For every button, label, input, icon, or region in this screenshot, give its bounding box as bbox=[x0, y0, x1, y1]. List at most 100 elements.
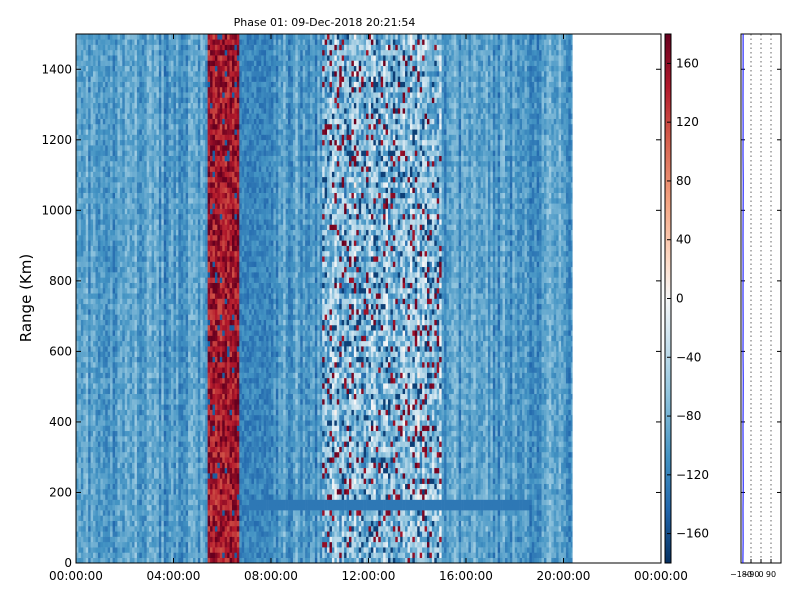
heatmap-cell bbox=[178, 129, 182, 135]
heatmap-cell bbox=[119, 488, 123, 495]
heatmap-cell bbox=[175, 108, 179, 114]
heatmap-cell bbox=[190, 55, 194, 61]
heatmap-cell bbox=[141, 467, 145, 474]
heatmap-cell bbox=[185, 319, 189, 326]
heatmap-cell bbox=[144, 145, 147, 151]
heatmap-cell bbox=[100, 383, 104, 389]
heatmap-cell bbox=[144, 49, 147, 56]
heatmap-cell bbox=[122, 446, 126, 453]
heatmap-cell bbox=[88, 282, 91, 289]
heatmap-cell bbox=[88, 176, 91, 183]
heatmap-cell bbox=[136, 229, 140, 236]
heatmap-cell bbox=[178, 256, 182, 262]
heatmap-cell bbox=[105, 102, 108, 109]
heatmap-cell bbox=[163, 478, 167, 484]
heatmap-cell bbox=[117, 266, 121, 273]
heatmap-cell bbox=[158, 536, 162, 543]
heatmap-cell bbox=[102, 250, 106, 257]
heatmap-cell bbox=[178, 499, 182, 506]
heatmap-cell bbox=[183, 256, 186, 262]
heatmap-cell bbox=[158, 414, 162, 421]
heatmap-cell bbox=[166, 176, 169, 183]
heatmap-cell bbox=[178, 65, 182, 72]
heatmap-cell bbox=[166, 208, 169, 215]
heatmap-cell bbox=[107, 76, 111, 82]
heatmap-cell bbox=[129, 457, 133, 463]
heatmap-cell bbox=[163, 494, 167, 500]
heatmap-cell bbox=[132, 298, 135, 305]
heatmap-cell bbox=[144, 298, 147, 305]
heatmap-cell bbox=[158, 399, 162, 405]
heatmap-cell bbox=[149, 446, 152, 453]
heatmap-cell bbox=[117, 499, 121, 506]
heatmap-cell bbox=[124, 552, 128, 559]
heatmap-cell bbox=[119, 541, 123, 548]
heatmap-cell bbox=[154, 102, 157, 109]
heatmap-cell bbox=[85, 150, 89, 156]
heatmap-cell bbox=[190, 187, 194, 193]
heatmap-cell bbox=[136, 515, 140, 521]
heatmap-cell bbox=[136, 145, 140, 151]
heatmap-cell bbox=[156, 462, 160, 469]
heatmap-cell bbox=[156, 55, 160, 61]
heatmap-cell bbox=[83, 49, 87, 56]
heatmap-cell bbox=[154, 372, 157, 379]
heatmap-cell bbox=[154, 520, 157, 527]
heatmap-cell bbox=[110, 531, 113, 537]
heatmap-cell bbox=[80, 277, 84, 283]
heatmap-cell bbox=[151, 166, 155, 172]
heatmap-cell bbox=[122, 404, 126, 410]
heatmap-cell bbox=[149, 108, 152, 114]
heatmap-cell bbox=[190, 515, 194, 521]
heatmap-cell bbox=[115, 494, 118, 500]
heatmap-cell bbox=[185, 494, 189, 500]
heatmap-cell bbox=[97, 340, 101, 347]
heatmap-cell bbox=[80, 118, 84, 125]
heatmap-cell bbox=[163, 393, 167, 400]
heatmap-cell bbox=[105, 224, 108, 231]
heatmap-cell bbox=[105, 319, 108, 326]
heatmap-cell bbox=[115, 49, 118, 56]
heatmap-cell bbox=[132, 34, 135, 40]
heatmap-cell bbox=[136, 457, 140, 463]
heatmap-cell bbox=[90, 499, 94, 506]
heatmap-cell bbox=[154, 351, 157, 357]
heatmap-cell bbox=[154, 541, 157, 548]
heatmap-cell bbox=[185, 182, 189, 188]
heatmap-cell bbox=[122, 118, 126, 125]
heatmap-cell bbox=[173, 213, 177, 220]
heatmap-cell bbox=[88, 71, 91, 77]
heatmap-cell bbox=[115, 219, 118, 225]
heatmap-cell bbox=[139, 383, 143, 389]
heatmap-cell bbox=[78, 39, 82, 45]
heatmap-cell bbox=[97, 483, 101, 490]
heatmap-cell bbox=[88, 197, 91, 204]
heatmap-cell bbox=[149, 97, 152, 104]
heatmap-cell bbox=[166, 393, 169, 400]
heatmap-cell bbox=[76, 76, 79, 82]
heatmap-cell bbox=[156, 436, 160, 442]
heatmap-cell bbox=[136, 494, 140, 500]
heatmap-cell bbox=[117, 92, 121, 98]
heatmap-cell bbox=[168, 510, 172, 516]
heatmap-cell bbox=[185, 446, 189, 453]
heatmap-cell bbox=[178, 536, 182, 543]
heatmap-cell bbox=[88, 383, 91, 389]
heatmap-cell bbox=[141, 541, 145, 548]
heatmap-cell bbox=[171, 436, 174, 442]
heatmap-cell bbox=[141, 49, 145, 56]
heatmap-cell bbox=[80, 171, 84, 178]
heatmap-cell bbox=[188, 436, 191, 442]
heatmap-cell bbox=[107, 65, 111, 72]
heatmap-cell bbox=[190, 160, 194, 167]
heatmap-cell bbox=[161, 229, 165, 236]
heatmap-cell bbox=[158, 81, 162, 88]
heatmap-cell bbox=[149, 309, 152, 315]
heatmap-cell bbox=[134, 65, 138, 72]
heatmap-cell bbox=[139, 547, 143, 553]
heatmap-cell bbox=[178, 303, 182, 310]
heatmap-cell bbox=[95, 414, 99, 421]
heatmap-cell bbox=[76, 293, 79, 299]
heatmap-cell bbox=[122, 309, 126, 315]
